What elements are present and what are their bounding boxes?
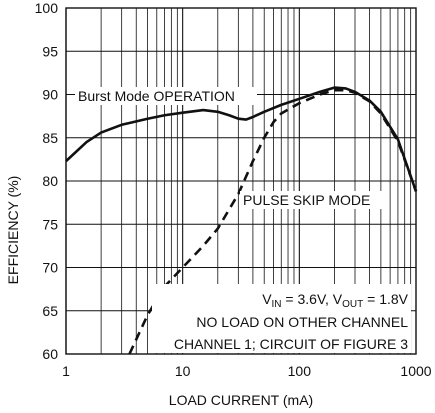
y-tick-label: 60 [42, 346, 58, 362]
y-tick-label: 100 [35, 0, 59, 16]
conditions-line-3: CHANNEL 1; CIRCUIT OF FIGURE 3 [174, 336, 408, 352]
y-tick-label: 95 [42, 43, 58, 59]
pulse-skip-label: PULSE SKIP MODE [243, 192, 370, 208]
y-tick-label: 90 [42, 87, 58, 103]
burst-mode-label-bg [75, 87, 257, 105]
pulse-skip-label-bg [240, 191, 388, 209]
x-axis-label: LOAD CURRENT (mA) [169, 392, 313, 408]
tick-labels: 60 65 70 75 80 85 90 95 100 1 10 100 1000 [35, 0, 432, 379]
pulse-skip-series-line [128, 88, 418, 355]
burst-mode-label: Burst Mode OPERATION [78, 88, 235, 104]
plot-frame [65, 7, 417, 355]
y-tick-label: 85 [42, 130, 58, 146]
conditions-line-2: NO LOAD ON OTHER CHANNEL [196, 314, 408, 330]
x-tick-label: 1000 [400, 363, 431, 379]
series-lines [65, 86, 418, 355]
x-tick-label: 100 [288, 363, 312, 379]
y-axis-label: EFFICIENCY (%) [5, 176, 21, 285]
plot-border [65, 7, 417, 355]
conditions-line-1: VIN = 3.6V, VOUT = 1.8V [262, 291, 408, 310]
y-tick-label: 75 [42, 216, 58, 232]
x-tick-label: 10 [175, 363, 191, 379]
y-tick-label: 65 [42, 303, 58, 319]
y-tick-label: 80 [42, 173, 58, 189]
conditions-bg [152, 284, 411, 353]
y-tick-label: 70 [42, 260, 58, 276]
x-tick-label: 1 [62, 363, 70, 379]
